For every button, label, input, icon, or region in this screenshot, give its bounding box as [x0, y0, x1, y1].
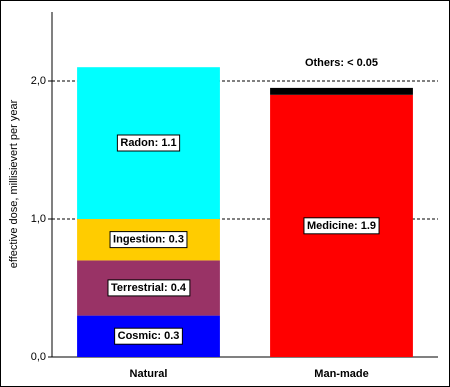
data-label-box [114, 327, 183, 345]
data-label: Radon: 1.1 [120, 137, 176, 149]
y-tick-label: 0,0 [31, 351, 46, 363]
y-tick-label: 2,0 [31, 75, 46, 87]
data-label: Terrestrial: 0.4 [111, 282, 187, 294]
data-label-box [303, 217, 380, 235]
y-axis-label: effective dose, millisievert per year [8, 99, 20, 268]
data-label: Ingestion: 0.3 [113, 234, 184, 246]
y-tick-label: 1,0 [31, 213, 46, 225]
data-label-box [107, 279, 191, 297]
x-tick-label: Natural [130, 368, 168, 380]
data-label-box [109, 231, 188, 249]
data-label: Medicine: 1.9 [307, 220, 376, 232]
data-label: Cosmic: 0.3 [118, 330, 180, 342]
bar-segment [270, 87, 413, 95]
x-tick-label: Man-made [314, 368, 368, 380]
data-label-box [116, 134, 181, 152]
data-label: Others: < 0.05 [305, 57, 378, 69]
